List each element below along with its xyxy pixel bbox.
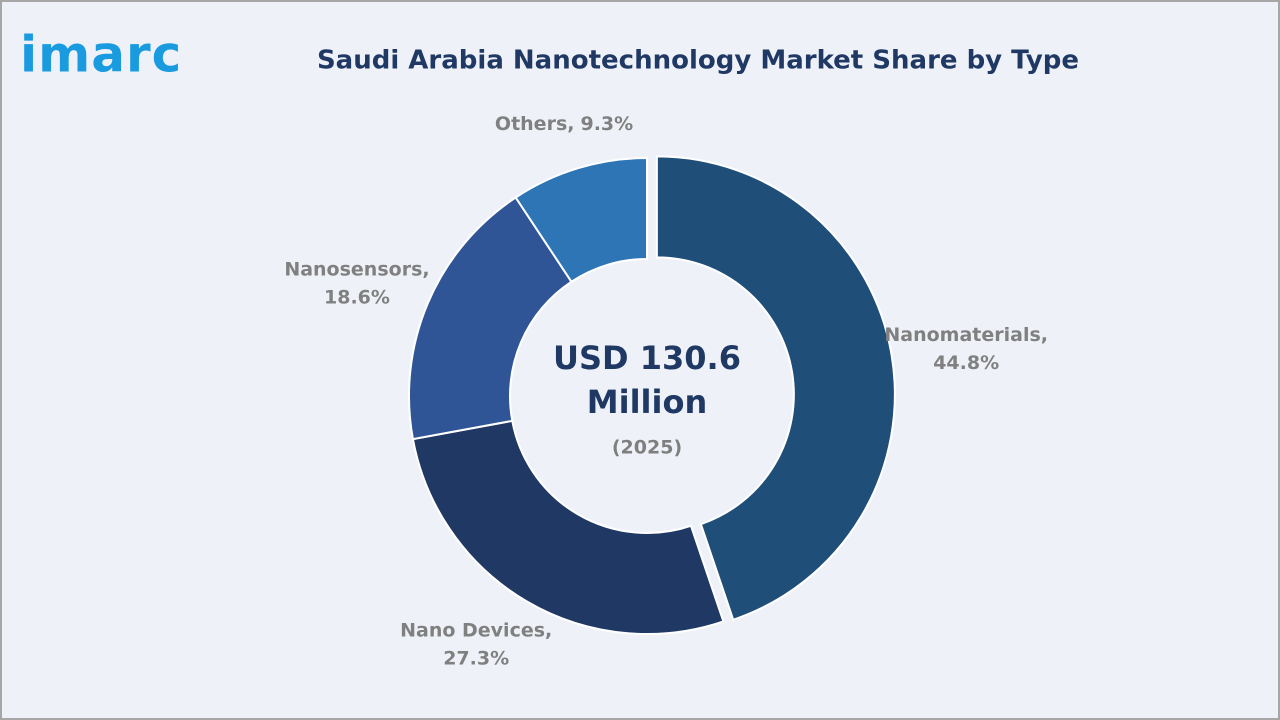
slice-label: Nano Devices, 27.3%: [400, 619, 552, 669]
donut-slice: [408, 196, 573, 441]
center-subtext: (2025): [612, 437, 682, 459]
donut-slice: [411, 419, 725, 635]
category-label: Others,: [495, 113, 575, 135]
donut-slice: [514, 156, 648, 284]
value-label: 44.8%: [933, 352, 999, 374]
chart-title: Saudi Arabia Nanotechnology Market Share…: [317, 46, 1079, 76]
value-label: 27.3%: [443, 647, 509, 669]
category-label: Nanosensors,: [284, 258, 429, 280]
slice-label: Nanosensors, 18.6%: [284, 258, 429, 308]
slice-label: Others, 9.3%: [495, 113, 633, 135]
donut-slice: [655, 155, 896, 622]
slice-label: Nanomaterials, 44.8%: [884, 324, 1048, 374]
category-label: Nano Devices,: [400, 619, 552, 641]
center-text: Million: [587, 383, 707, 421]
category-label: Nanomaterials,: [884, 324, 1048, 346]
value-label: 9.3%: [580, 113, 633, 135]
logo: imarc: [20, 26, 182, 84]
value-label: 18.6%: [324, 286, 390, 308]
center-text: USD 130.6: [553, 339, 741, 377]
